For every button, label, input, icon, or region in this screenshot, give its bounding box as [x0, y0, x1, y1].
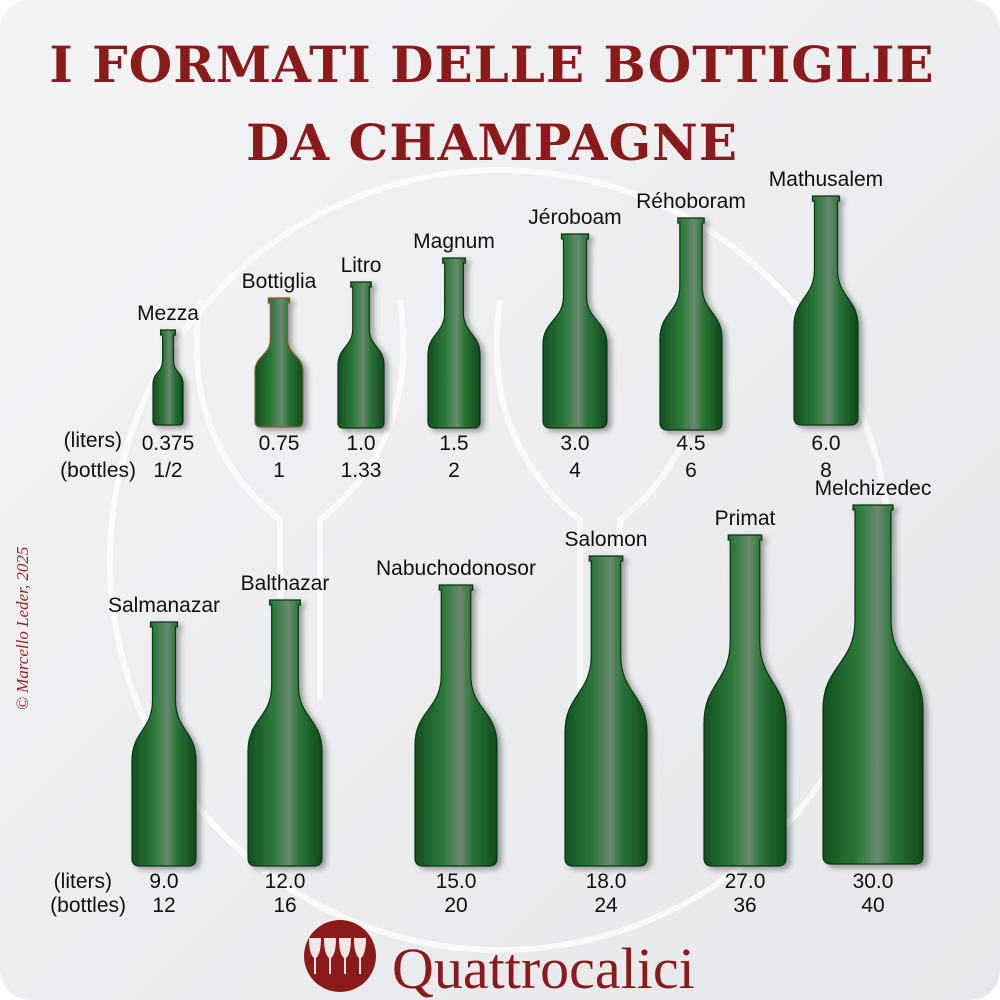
bottle-name: Melchizedec	[815, 477, 932, 500]
bottle-name: Magnum	[413, 230, 495, 253]
bottle-liters: 4.5	[676, 432, 705, 455]
bottle-shape	[414, 584, 498, 867]
bottle-liters: 15.0	[436, 870, 477, 893]
bottle-shape	[822, 504, 924, 865]
bottle-liters: 1.5	[439, 432, 468, 455]
bottle-equivalent: 8	[820, 459, 832, 482]
bottle-equivalent: 12	[152, 894, 175, 917]
bottle-liters: 3.0	[560, 432, 589, 455]
bottle-liters: 30.0	[853, 870, 894, 893]
bottle-equivalent: 1/2	[153, 459, 182, 482]
title-line-2: DA CHAMPAGNE	[246, 113, 738, 172]
bottle-name: Nabuchodonosor	[376, 557, 536, 580]
bottle-shape	[131, 621, 197, 867]
bottle-name: Mathusalem	[769, 168, 883, 191]
bottle-liters: 0.375	[142, 432, 195, 455]
bottle-name: Primat	[715, 507, 776, 530]
bottle-name: Salmanazar	[108, 594, 220, 617]
bottle-liters: 1.0	[346, 432, 375, 455]
brand-name: Quattrocalici	[392, 936, 695, 1000]
glasses-glyph	[309, 938, 366, 974]
bottle-shape	[152, 329, 184, 426]
bottle-equivalent: 1.33	[341, 459, 382, 482]
bottle-name: Salomon	[565, 528, 648, 551]
bottle-equivalent: 4	[569, 459, 581, 482]
brand-logo: Quattrocalici	[304, 920, 695, 1000]
bottle-equivalent: 36	[733, 894, 756, 917]
bottle-shape	[659, 217, 723, 431]
bottle-equivalent: 2	[448, 459, 460, 482]
bottle-shape	[247, 599, 323, 867]
bottle-name: Réhoboram	[636, 190, 746, 213]
bottle-liters: 9.0	[149, 870, 178, 893]
bottle-equivalent: 6	[685, 459, 697, 482]
bottle-shape	[703, 534, 787, 867]
row-label-bottles: (bottles)	[50, 894, 126, 917]
bottle-name: Jéroboam	[528, 206, 621, 229]
credit: © Marcello Leder, 2025	[13, 547, 32, 710]
bottle-equivalent: 16	[273, 894, 296, 917]
row-label-bottles: (bottles)	[60, 459, 136, 482]
bottle-shape	[427, 257, 481, 429]
bottle-name: Bottiglia	[242, 270, 317, 293]
bottle-equivalent: 1	[273, 459, 285, 482]
bottles: Mezza 0.375 1/2 Bottiglia 0.75 1 Litro 1.0 1.33 M…	[108, 168, 931, 917]
bottle-shape	[542, 233, 608, 429]
bottle-liters: 6.0	[811, 432, 840, 455]
row-label-liters: (liters)	[64, 429, 122, 452]
bottle-shape	[254, 297, 304, 428]
bottle-equivalent: 20	[444, 894, 467, 917]
bottle-liters: 12.0	[265, 870, 306, 893]
title-line-1: I FORMATI DELLE BOTTIGLIE	[49, 35, 934, 94]
bottle-liters: 27.0	[725, 870, 766, 893]
bottle-name: Litro	[341, 254, 382, 277]
bottle-equivalent: 40	[861, 894, 884, 917]
bottle-shape	[337, 281, 385, 429]
bottle-equivalent: 24	[594, 894, 618, 917]
bottle-name: Balthazar	[241, 572, 330, 595]
bottle-shape	[793, 195, 859, 426]
bottle-liters: 18.0	[586, 870, 627, 893]
row-label-liters: (liters)	[54, 870, 112, 893]
bottle-liters: 0.75	[259, 432, 300, 455]
bottle-shape	[564, 555, 648, 867]
bottle-name: Mezza	[137, 302, 199, 325]
